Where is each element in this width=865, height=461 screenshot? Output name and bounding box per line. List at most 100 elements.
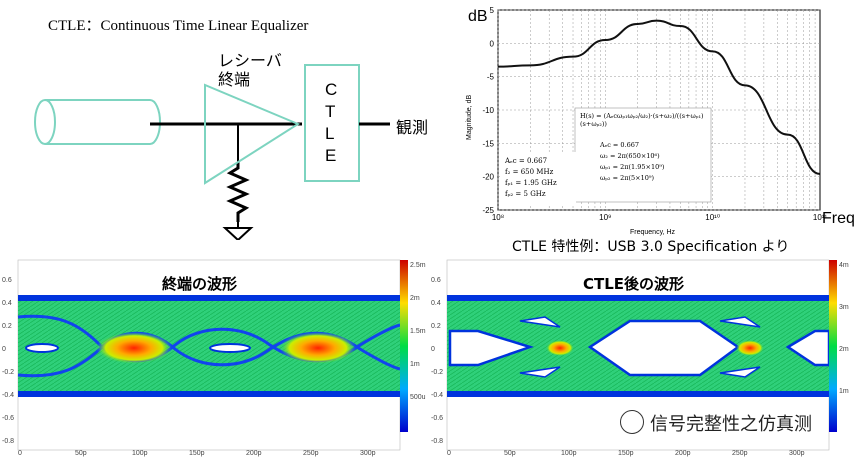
eye-right-colorbar-label: 2m bbox=[839, 346, 849, 353]
ctle-schematic bbox=[34, 64, 390, 240]
eye-left-colorbar-label: 1m bbox=[410, 361, 420, 368]
formula-param: Aₑc = 0.667 bbox=[600, 141, 640, 149]
eye-left-crossing-hotspot bbox=[280, 332, 356, 364]
eye-right-small-opening bbox=[519, 316, 561, 328]
ctle-letter-c: C bbox=[325, 80, 338, 99]
param-item: Aₑc = 0.667 bbox=[505, 157, 548, 165]
eye-right-x-tick-label: 150p bbox=[618, 450, 634, 457]
plot-x-tick-label: 10¹¹ bbox=[813, 213, 828, 222]
eye-left-y-tick-label: -0.2 bbox=[2, 369, 15, 376]
ctle-letter-t: T bbox=[325, 102, 336, 121]
receiver-label: レシーバ bbox=[218, 51, 282, 70]
resistor-icon bbox=[226, 162, 250, 222]
eye-left-y-tick-label: 0.6 bbox=[2, 277, 12, 284]
eye-left-y-tick-label: -0.4 bbox=[2, 392, 15, 399]
ctle-letter-l: L bbox=[325, 124, 335, 143]
eye-right-colorbar-label: 3m bbox=[839, 304, 849, 311]
eye-left-upper-trace bbox=[17, 314, 401, 363]
eye-right-y-tick-label: -0.2 bbox=[431, 369, 444, 376]
plot-y-tick-label: -10 bbox=[482, 106, 494, 115]
eye-left-title: 終端の波形 bbox=[162, 275, 238, 293]
formula-param: ω₂ = 2π(650×10⁶) bbox=[600, 152, 660, 160]
eye-right-top-rail bbox=[447, 295, 829, 301]
x-axis-label: Frequency, Hz bbox=[630, 229, 675, 236]
watermark-text: 信号完整性之仿真测 bbox=[650, 414, 812, 435]
param-item: f₂ = 650 MHz bbox=[505, 168, 554, 176]
eye-left-colorbar bbox=[400, 260, 408, 432]
formula-params: Aₑc = 0.667 ω₂ = 2π(650×10⁶) ωₚ₁ = 2π(1.… bbox=[600, 140, 664, 184]
eye-left-colorbar-label: 500u bbox=[410, 394, 426, 401]
plot-x-tick-label: 10⁹ bbox=[599, 213, 611, 222]
eye-left-crossing-hotspot bbox=[96, 332, 172, 364]
eye-right-y-tick-label: -0.8 bbox=[431, 438, 444, 445]
cable-icon bbox=[34, 99, 161, 145]
receiver-buffer-icon bbox=[204, 83, 301, 185]
formula-param: ωₚ₂ = 2π(5×10⁹) bbox=[600, 174, 655, 182]
x-unit-label: Freq bbox=[822, 210, 855, 227]
eye-left-y-tick-label: 0.4 bbox=[2, 300, 12, 307]
eye-left-lower-trace bbox=[17, 331, 401, 378]
eye-right-x-tick-label: 250p bbox=[732, 450, 748, 457]
formula-box bbox=[574, 107, 712, 203]
magnitude-curve bbox=[497, 19, 821, 175]
frequency-response-plot: 5 0 -5 -10 -15 -20 -25 10⁸ 10⁹ 10¹⁰ 10¹¹ bbox=[482, 6, 828, 222]
eye-right-x-tick-label: 50p bbox=[504, 450, 516, 457]
wechat-icon bbox=[620, 410, 644, 434]
eye-left-top-rail bbox=[18, 295, 400, 301]
eye-left-colorbar-label: 2.5m bbox=[410, 262, 426, 269]
eye-right-x-tick-label: 0 bbox=[447, 450, 451, 457]
eye-left-panel bbox=[17, 259, 408, 451]
eye-left-opening bbox=[209, 343, 251, 353]
eye-left-colorbar-label: 2m bbox=[410, 295, 420, 302]
eye-right-crossing-hotspot bbox=[736, 340, 764, 356]
plot-x-tick-label: 10¹⁰ bbox=[705, 213, 720, 222]
eye-left-y-tick-label: 0.2 bbox=[2, 323, 12, 330]
eye-right-colorbar-label: 1m bbox=[839, 388, 849, 395]
eye-right-colorbar bbox=[829, 260, 837, 432]
param-item: fₚ₁ = 1.95 GHz bbox=[505, 179, 557, 187]
eye-left-x-tick-label: 150p bbox=[189, 450, 205, 457]
eye-right-y-tick-label: 0 bbox=[431, 346, 435, 353]
transfer-function: H(s) = (Aₑcωₚ₁ωₚ₂/ω₂)·(s+ω₂)/((s+ωₚ₁)(s+… bbox=[580, 112, 704, 129]
eye-right-colorbar-label: 4m bbox=[839, 262, 849, 269]
eye-left-x-tick-label: 250p bbox=[303, 450, 319, 457]
page-title: CTLE：Continuous Time Linear Equalizer bbox=[48, 18, 309, 34]
plot-x-ticks: 10⁸ 10⁹ 10¹⁰ 10¹¹ bbox=[492, 213, 828, 222]
eye-right-x-tick-label: 200p bbox=[675, 450, 691, 457]
eye-left-x-tick-label: 100p bbox=[132, 450, 148, 457]
plot-y-tick-label: -5 bbox=[487, 73, 495, 82]
plot-y-tick-label: -25 bbox=[482, 206, 494, 215]
plot-y-tick-label: -20 bbox=[482, 173, 494, 182]
eye-right-opening bbox=[448, 329, 535, 367]
plot-y-ticks: 5 0 -5 -10 -15 -20 -25 bbox=[482, 6, 494, 215]
termination-label: 終端 bbox=[218, 70, 251, 89]
eye-left-colorbar-label: 1.5m bbox=[410, 328, 426, 335]
eye-right-bottom-rail bbox=[447, 391, 829, 397]
eye-left-x-tick-label: 300p bbox=[360, 450, 376, 457]
eye-right-y-tick-label: 0.2 bbox=[431, 323, 441, 330]
eye-left-bottom-rail bbox=[18, 391, 400, 397]
formula-param: ωₚ₁ = 2π(1.95×10⁹) bbox=[600, 163, 665, 171]
param-item: fₚ₂ = 5 GHz bbox=[505, 190, 546, 198]
eye-right-small-opening bbox=[719, 316, 761, 328]
eye-right-crossing-hotspot bbox=[546, 340, 574, 356]
plot-y-tick-label: -15 bbox=[482, 139, 494, 148]
eye-right-title: CTLE後の波形 bbox=[583, 275, 685, 293]
plot-y-tick-label: 0 bbox=[490, 39, 495, 48]
eye-left-opening bbox=[25, 343, 59, 353]
eye-left-y-tick-label: -0.8 bbox=[2, 438, 15, 445]
eye-left-x-tick-label: 50p bbox=[75, 450, 87, 457]
plot-caption: CTLE 特性例：USB 3.0 Specification より bbox=[512, 239, 790, 255]
params-box bbox=[502, 152, 576, 204]
eye-right-y-tick-label: -0.4 bbox=[431, 392, 444, 399]
eye-left-y-tick-label: 0 bbox=[2, 346, 6, 353]
plot-y-tick-label: 5 bbox=[490, 6, 495, 15]
eye-right-x-tick-label: 300p bbox=[789, 450, 805, 457]
eye-right-y-tick-label: 0.4 bbox=[431, 300, 441, 307]
eye-right-y-tick-label: 0.6 bbox=[431, 277, 441, 284]
eye-left-x-tick-label: 200p bbox=[246, 450, 262, 457]
eye-left-y-tick-label: -0.6 bbox=[2, 415, 15, 422]
eye-left-x-tick-label: 0 bbox=[18, 450, 22, 457]
eye-right-small-opening bbox=[719, 366, 761, 378]
eye-right-x-tick-label: 100p bbox=[561, 450, 577, 457]
